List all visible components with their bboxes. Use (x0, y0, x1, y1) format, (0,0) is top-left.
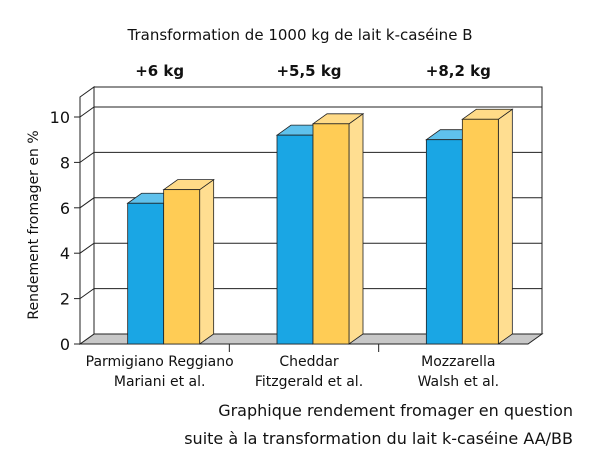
y-tick-label: 10 (50, 108, 70, 127)
left-wall (79, 86, 95, 345)
gain-label: +8,2 kg (426, 62, 491, 80)
bar (312, 123, 350, 345)
bar (127, 202, 165, 345)
y-tick-label: 4 (60, 244, 70, 263)
bar-side (497, 108, 513, 345)
gridline (79, 288, 542, 300)
bar-side (199, 178, 215, 345)
gain-label: +5,5 kg (276, 62, 341, 80)
caption-line-1: Graphique rendement fromager en question (218, 401, 573, 420)
bar (276, 134, 314, 345)
y-tick-label: 6 (60, 199, 70, 218)
x-tick-label: Mozzarella (421, 354, 495, 370)
gain-label: +6 kg (135, 62, 184, 80)
gridline (79, 197, 542, 209)
x-tick-source: Fitzgerald et al. (255, 374, 363, 390)
bar-side (348, 113, 364, 345)
y-tick-label: 0 (60, 335, 70, 354)
x-tick-source: Walsh et al. (418, 374, 500, 390)
y-axis-label: Rendement fromager en % (26, 130, 42, 319)
y-tick-label: 2 (60, 290, 70, 309)
bar (425, 139, 463, 345)
x-tick-label: Cheddar (279, 354, 339, 370)
gridline (79, 242, 542, 254)
bar (163, 189, 201, 345)
chart-title: Transformation de 1000 kg de lait k-casé… (127, 26, 473, 44)
caption-line-2: suite à la transformation du lait k-casé… (184, 429, 573, 448)
y-tick-label: 8 (60, 153, 70, 172)
bar (461, 118, 499, 345)
gridline (79, 106, 542, 118)
x-tick-source: Mariani et al. (114, 374, 206, 390)
x-tick-label: Parmigiano Reggiano (86, 354, 234, 370)
gridline (79, 151, 542, 163)
